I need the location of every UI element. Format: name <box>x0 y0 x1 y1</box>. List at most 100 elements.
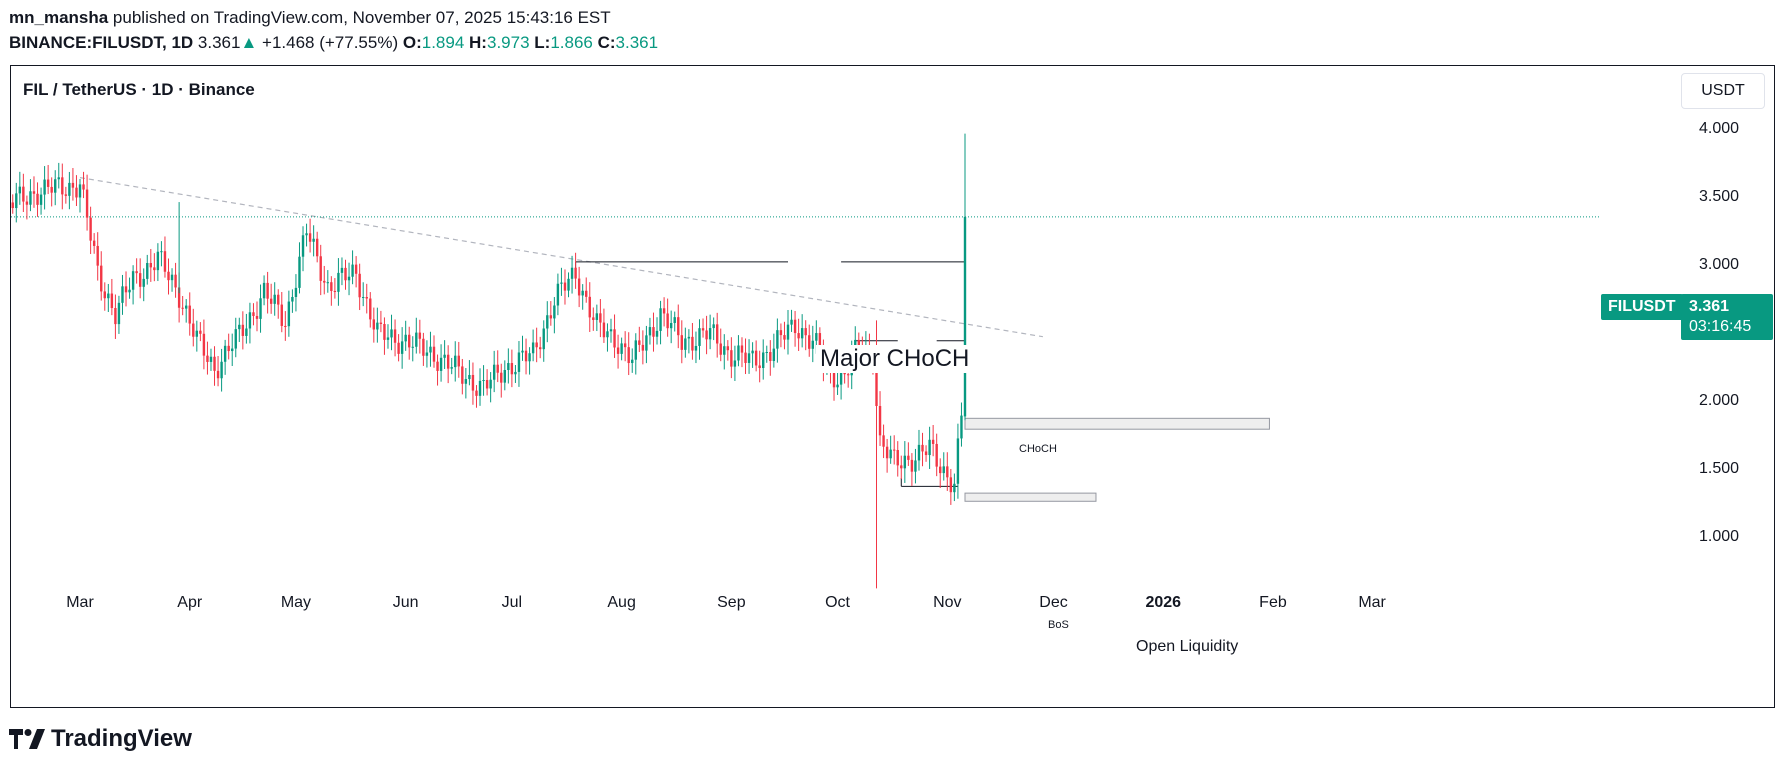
choch-label[interactable]: CHoCH <box>1019 443 1057 455</box>
candle-body <box>61 177 64 195</box>
candle-body <box>489 379 492 389</box>
chart-pane[interactable]: FIL / TetherUS · 1D · Binance USDT 4.000… <box>10 65 1775 708</box>
candle-body <box>793 319 797 334</box>
candle-body <box>510 363 514 375</box>
candle-body <box>464 379 468 384</box>
candle-body <box>517 352 521 372</box>
candle-body <box>585 290 588 297</box>
candle-body <box>638 340 641 345</box>
candle-body <box>213 356 216 371</box>
candle-body <box>96 245 99 266</box>
candle-body <box>804 328 807 336</box>
candle-body <box>524 350 528 362</box>
publisher-name[interactable]: mn_mansha <box>9 8 109 27</box>
candle-body <box>677 317 680 336</box>
candle-body <box>556 283 560 306</box>
time-tick-label: 2026 <box>1145 594 1182 611</box>
candle-body <box>808 335 811 349</box>
candle-body <box>220 361 223 379</box>
candle-body <box>301 235 305 257</box>
candle-body <box>170 274 174 281</box>
candle-body <box>652 327 655 337</box>
published-line: published on TradingView.com, November 0… <box>108 8 611 27</box>
low-value: 1.866 <box>550 33 593 52</box>
time-tick-label: Aug <box>607 594 636 611</box>
candle-body <box>747 353 751 363</box>
candle-body <box>730 350 733 367</box>
candle-body <box>227 345 230 352</box>
candle-body <box>192 323 195 337</box>
candle-body <box>457 355 460 367</box>
candle-body <box>832 370 836 388</box>
trendline <box>79 177 1043 338</box>
bos-label[interactable]: BoS <box>1048 619 1069 631</box>
candle-body <box>117 302 121 325</box>
candle-body <box>956 438 960 484</box>
candle-body <box>252 312 255 316</box>
footer-brand[interactable]: TradingView <box>9 724 192 754</box>
candle-body <box>121 286 124 303</box>
candle-body <box>78 184 82 198</box>
candle-body <box>797 333 800 339</box>
candle-body <box>280 304 283 326</box>
candle-body <box>471 374 475 391</box>
candle-body <box>726 346 730 351</box>
candle-body <box>255 315 259 319</box>
candle-body <box>372 319 376 330</box>
candle-body <box>354 264 358 274</box>
price-tick-label: 1.000 <box>1699 528 1740 545</box>
candle-body <box>482 380 485 382</box>
time-tick-label: May <box>280 594 312 611</box>
candle-body <box>528 353 531 362</box>
candle-body <box>645 335 648 351</box>
candle-body <box>885 446 889 459</box>
candle-body <box>432 346 436 362</box>
open-liquidity-label[interactable]: Open Liquidity <box>1136 638 1239 655</box>
candle-body <box>202 333 206 356</box>
high-value: 3.973 <box>486 33 530 52</box>
candle-body <box>128 289 131 293</box>
candle-body <box>241 324 245 336</box>
time-tick-label: Mar <box>1358 594 1386 611</box>
candle-body <box>549 315 553 319</box>
candle-body <box>599 313 602 323</box>
pane-title: FIL / TetherUS · 1D · Binance <box>23 80 255 99</box>
time-tick-label: Jun <box>392 594 419 611</box>
open-label: O: <box>402 33 422 52</box>
candle-body <box>185 305 188 309</box>
candle-body <box>539 347 542 350</box>
candle-body <box>340 267 344 273</box>
candle-body <box>439 357 443 371</box>
candle-body <box>723 346 726 355</box>
candle-body <box>195 330 199 337</box>
candle-body <box>124 286 128 293</box>
candle-body <box>298 256 301 288</box>
candle-body <box>231 348 234 352</box>
candlestick-chart[interactable] <box>11 66 1775 708</box>
candle-body <box>85 189 89 218</box>
candle-body <box>177 287 181 308</box>
candle-body <box>131 271 135 290</box>
candle-body <box>369 298 372 320</box>
candle-body <box>553 305 556 319</box>
candle-body <box>620 343 623 354</box>
candle-body <box>570 267 574 279</box>
candle-body <box>68 182 71 196</box>
candle-body <box>39 194 43 205</box>
candle-body <box>308 233 312 242</box>
candle-body <box>716 324 719 344</box>
currency-button[interactable]: USDT <box>1681 73 1765 109</box>
major-choch-label[interactable]: Major CHoCH <box>816 345 974 373</box>
candle-body <box>82 184 85 190</box>
candle-body <box>800 328 804 339</box>
candle-body <box>25 201 29 205</box>
candle-body <box>737 345 740 361</box>
open-value: 1.894 <box>421 33 465 52</box>
candle-body <box>666 313 669 329</box>
price-tick-label: 3.000 <box>1699 256 1740 273</box>
candle-body <box>765 352 768 354</box>
symbol-ohlc-bar: BINANCE:FILUSDT, 1D 3.361▲ +1.468 (+77.5… <box>9 33 658 53</box>
candle-body <box>684 338 687 350</box>
candle-body <box>500 372 503 383</box>
candle-body <box>669 323 673 329</box>
